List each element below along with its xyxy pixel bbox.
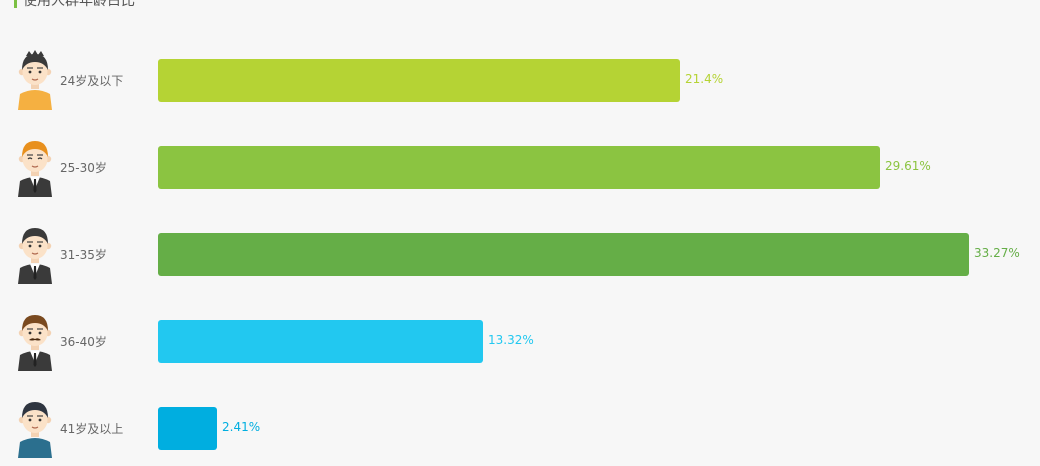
bar [158, 407, 217, 450]
orange-hair-man-avatar-icon [18, 141, 52, 197]
chart-row: 24岁及以下 21.4% [0, 50, 1040, 110]
chart-row: 41岁及以上 2.41% [0, 398, 1040, 458]
chart-row: 36-40岁 13.32% [0, 311, 1040, 371]
young-man-avatar-icon [18, 50, 52, 110]
value-label: 33.27% [974, 246, 1020, 260]
chart-title-wrap: 使用人群年龄占比 [0, 0, 135, 10]
bar [158, 59, 680, 102]
suit-man-avatar-icon [18, 228, 52, 284]
bar [158, 146, 880, 189]
category-label: 25-30岁 [60, 161, 107, 175]
bar [158, 233, 969, 276]
value-label: 2.41% [222, 420, 261, 434]
chart-title: 使用人群年龄占比 [23, 0, 135, 9]
category-label: 24岁及以下 [60, 74, 124, 88]
category-label: 36-40岁 [60, 335, 107, 349]
chart-row: 25-30岁 29.61% [0, 137, 1040, 197]
bar [158, 320, 483, 363]
chart-row: 31-35岁 33.27% [0, 224, 1040, 284]
mustache-man-avatar-icon [18, 315, 52, 371]
value-label: 29.61% [885, 159, 931, 173]
category-label: 41岁及以上 [60, 422, 124, 436]
category-label: 31-35岁 [60, 248, 107, 262]
value-label: 13.32% [488, 333, 534, 347]
value-label: 21.4% [685, 72, 724, 86]
title-accent-bar [14, 0, 17, 8]
older-man-avatar-icon [18, 402, 52, 458]
